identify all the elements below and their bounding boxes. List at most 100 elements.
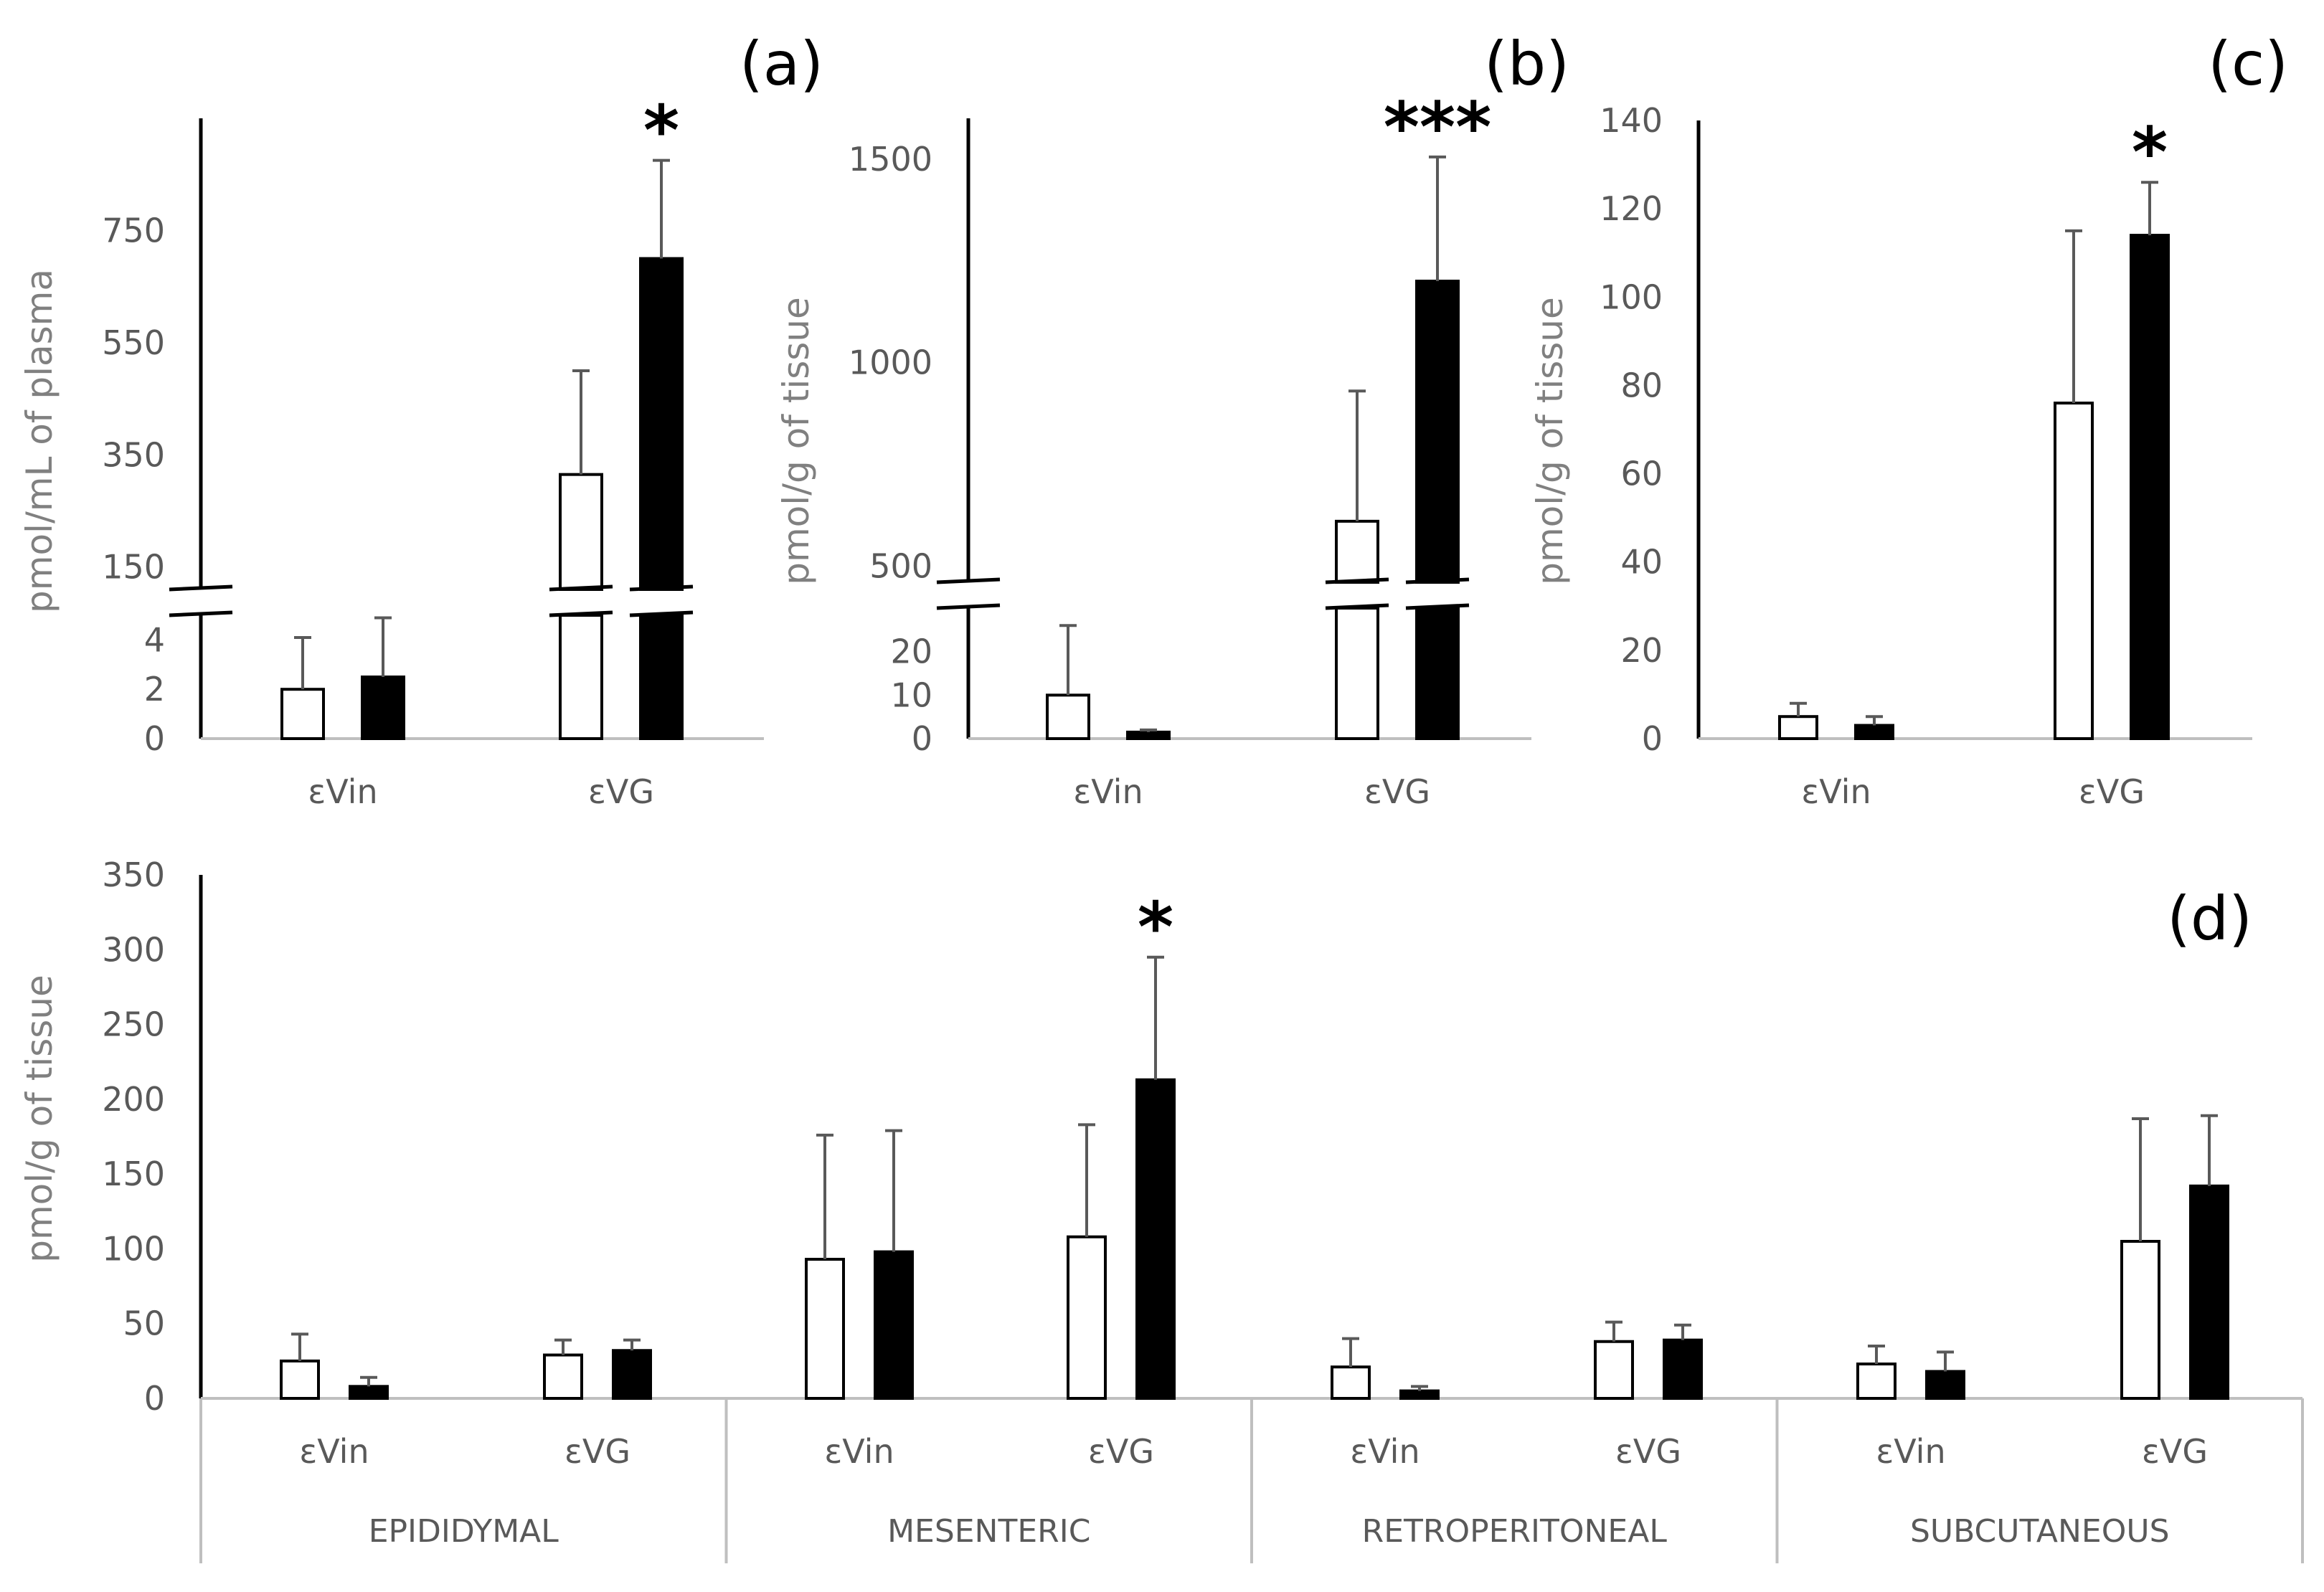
panel-label: (c) — [2208, 29, 2288, 99]
bar-open — [543, 1353, 583, 1400]
bar-open — [2120, 1240, 2160, 1400]
y-tick-label: 250 — [102, 1005, 165, 1044]
bar-open — [1594, 1340, 1634, 1400]
y-tick-label: 0 — [1642, 719, 1663, 758]
y-axis-break-upper — [169, 584, 233, 592]
x-category-label: εVG — [2079, 772, 2145, 811]
bar-filled — [2130, 234, 2170, 741]
bar-open — [805, 1258, 845, 1400]
y-tick-label: 80 — [1620, 366, 1663, 404]
x-category-label: εVG — [1615, 1432, 1681, 1471]
y-tick-label: 4 — [144, 620, 165, 659]
bar-break-lower — [549, 610, 613, 617]
bar-filled-upper — [639, 257, 684, 591]
y-tick-label: 150 — [102, 1155, 165, 1193]
bar-break-lower — [1325, 603, 1389, 610]
y-tick-label: 350 — [102, 856, 165, 894]
panel-d: 0 50 100 150 200 250 300 350 εVin εVG εVin εVG εVin ε… — [19, 856, 2304, 1563]
bar-filled — [1399, 1389, 1440, 1400]
y-tick-label: 60 — [1620, 455, 1663, 493]
x-category-label: εVin — [308, 772, 377, 811]
y-tick-label: 100 — [1600, 278, 1663, 316]
y-tick-label: 750 — [102, 211, 165, 250]
y-tick-label: 350 — [102, 435, 165, 474]
bar-filled — [612, 1349, 652, 1401]
bar-filled-lower — [1415, 607, 1460, 740]
bar-filled-lower — [639, 614, 684, 740]
x-category-label: εVG — [1364, 772, 1430, 811]
y-tick-label: 0 — [144, 719, 165, 758]
bar-filled — [361, 676, 405, 740]
x-category-label: εVin — [1350, 1432, 1420, 1471]
y-tick-label: 50 — [123, 1304, 165, 1343]
x-category-label: εVin — [824, 1432, 894, 1471]
bar-open — [1067, 1235, 1107, 1400]
y-axis-title: pmol/mL of plasma — [19, 269, 60, 613]
bar-open-lower — [559, 614, 603, 740]
bar-filled-upper — [1415, 280, 1460, 584]
y-tick-label: 140 — [1600, 101, 1663, 140]
panel-label: (a) — [740, 29, 823, 99]
bar-filled — [1126, 730, 1171, 741]
y-tick-label: 20 — [890, 632, 932, 671]
bar-break-upper — [1325, 577, 1389, 584]
y-tick-label: 2 — [144, 670, 165, 709]
x-category-label: εVG — [1088, 1432, 1154, 1471]
y-tick-label: 100 — [102, 1229, 165, 1268]
y-tick-label: 200 — [102, 1080, 165, 1119]
bar-filled — [2189, 1184, 2229, 1401]
y-axis-title: pmol/g of tissue — [19, 975, 60, 1263]
significance-marker: *** — [1384, 87, 1492, 168]
bar-open — [280, 688, 325, 741]
bar-open — [1778, 715, 1818, 741]
y-tick-label: 0 — [144, 1379, 165, 1418]
x-category-label: εVG — [565, 1432, 630, 1471]
panel-c: 0 20 40 60 80 100 120 140 εVin εVG * (c) pmol/g of t… — [1529, 29, 2288, 811]
y-tick-label: 550 — [102, 323, 165, 362]
bar-filled — [874, 1250, 914, 1400]
y-tick-label: 40 — [1620, 543, 1663, 582]
bar-open-upper — [1335, 519, 1379, 584]
x-category-label: εVG — [588, 772, 654, 811]
y-axis-break-upper — [936, 577, 1001, 584]
bar-filled — [349, 1385, 389, 1401]
y-tick-label: 0 — [912, 719, 932, 758]
x-category-label: εVin — [1876, 1432, 1945, 1471]
significance-marker: * — [2132, 113, 2168, 193]
panel-label: (d) — [2167, 883, 2252, 954]
bar-open — [2054, 402, 2094, 740]
bar-open — [1331, 1365, 1371, 1400]
group-label: EPIDIDYMAL — [369, 1513, 559, 1550]
significance-marker: * — [1138, 888, 1173, 968]
bar-break-upper — [629, 584, 694, 592]
x-category-label: εVin — [299, 1432, 369, 1471]
y-tick-label: 1000 — [849, 343, 932, 382]
bar-break-upper — [549, 584, 613, 592]
y-tick-label: 300 — [102, 930, 165, 969]
bar-filled — [1135, 1078, 1176, 1400]
y-axis-title: pmol/g of tissue — [775, 297, 817, 585]
y-axis-break-lower — [169, 610, 233, 617]
significance-marker: * — [643, 91, 679, 171]
bar-break-upper — [1405, 577, 1470, 584]
x-category-label: εVG — [2142, 1432, 2208, 1471]
bar-open — [1046, 693, 1090, 740]
y-tick-label: 150 — [102, 548, 165, 587]
x-category-label: εVin — [1073, 772, 1143, 811]
bar-open — [280, 1359, 320, 1401]
bar-break-lower — [1405, 603, 1470, 610]
group-label: RETROPERITONEAL — [1362, 1513, 1668, 1550]
bar-open-upper — [559, 473, 603, 591]
x-category-label: εVin — [1801, 772, 1871, 811]
y-tick-label: 20 — [1620, 631, 1663, 670]
bar-open-lower — [1335, 607, 1379, 740]
y-tick-label: 120 — [1600, 189, 1663, 228]
group-label: SUBCUTANEOUS — [1910, 1513, 2170, 1550]
bar-filled — [1925, 1370, 1965, 1401]
group-label: MESENTERIC — [887, 1513, 1090, 1550]
panel-a: 0 2 4 150 350 550 750 εVin εVG * (a) pmol/mL of pla… — [19, 29, 823, 811]
y-tick-label: 500 — [869, 546, 932, 585]
y-axis-title: pmol/g of tissue — [1529, 297, 1571, 585]
bar-filled — [1854, 724, 1894, 740]
